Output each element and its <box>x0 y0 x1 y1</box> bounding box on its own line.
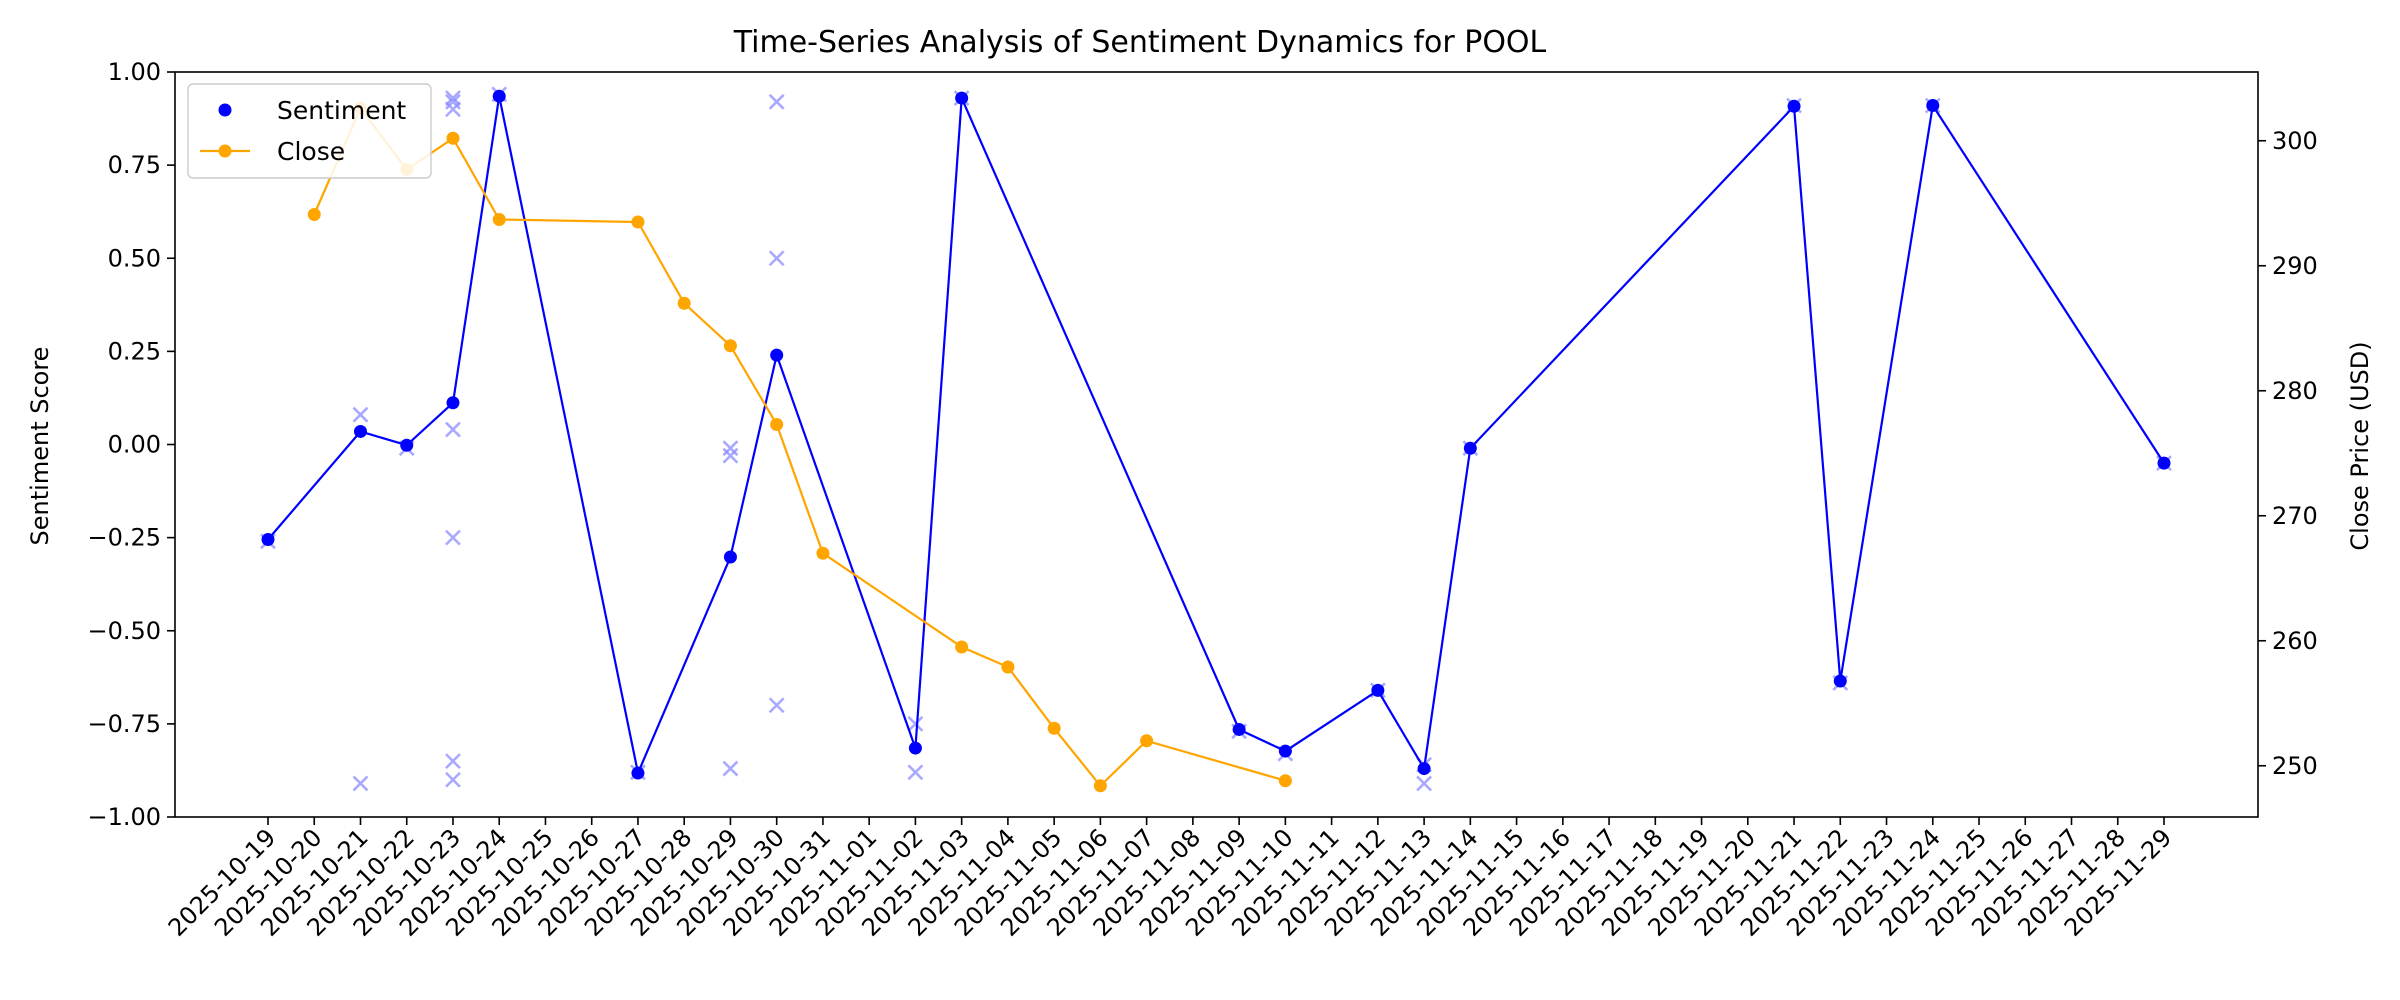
y-tick-label: −1.00 <box>87 803 161 831</box>
y-tick-label: 1.00 <box>108 58 161 86</box>
y-tick-label: −0.25 <box>87 524 161 552</box>
sentiment-point <box>1232 722 1246 736</box>
y2-tick-label: 290 <box>2272 252 2318 280</box>
sentiment-point <box>1833 674 1847 688</box>
raw-score-marker <box>907 764 924 781</box>
sentiment-point <box>2157 456 2171 470</box>
raw-score-marker <box>907 715 924 732</box>
sentiment-point <box>631 766 645 780</box>
sentiment-point <box>1417 762 1431 776</box>
close-point <box>955 640 969 654</box>
close-point <box>307 208 321 221</box>
y2-tick-label: 280 <box>2272 377 2318 405</box>
y-tick-label: −0.50 <box>87 617 161 645</box>
y-tick-label: −0.75 <box>87 710 161 738</box>
raw-score-marker <box>352 775 369 792</box>
sentiment-point <box>1371 683 1385 697</box>
sentiment-point <box>1926 99 1940 113</box>
close-point <box>1047 721 1061 735</box>
legend-marker-sentiment <box>218 103 232 117</box>
close-point <box>723 339 737 353</box>
close-point <box>1278 774 1292 788</box>
sentiment-point <box>955 91 969 105</box>
legend-label-close: Close <box>277 137 345 166</box>
raw-score-marker <box>768 697 785 714</box>
raw-score-marker <box>722 440 739 457</box>
sentiment-point <box>353 424 367 438</box>
y-tick-label: 0.75 <box>108 151 161 179</box>
close-point <box>492 213 506 226</box>
close-point <box>1093 779 1107 793</box>
raw-score-marker <box>768 250 785 267</box>
series-close <box>307 101 1292 793</box>
close-point <box>677 296 691 310</box>
raw-score-marker <box>445 93 461 110</box>
sentiment-point <box>908 741 922 755</box>
y-tick-label: 0.25 <box>108 337 161 365</box>
sentiment-point <box>723 550 737 564</box>
raw-score-marker <box>445 753 461 770</box>
sentiment-point <box>1463 441 1477 455</box>
axes-layer: 1.00 0.75 0.50 0.25 0.00 −0.25 −0.50 −0.75 −1.00… <box>87 58 2317 942</box>
raw-score-marker <box>1416 775 1433 792</box>
plot-layer <box>260 86 2172 793</box>
raw-score-marker <box>352 406 369 423</box>
y2-tick-label: 250 <box>2272 752 2318 780</box>
close-point <box>770 418 784 431</box>
sentiment-point <box>1278 744 1292 758</box>
y2-axis-label: Close Price (USD) <box>2346 341 2374 550</box>
legend: Sentiment Close <box>187 83 432 179</box>
y2-tick-label: 260 <box>2272 627 2318 655</box>
raw-score-marker <box>768 93 785 110</box>
raw-score-marker <box>445 90 461 106</box>
sentiment-point <box>446 396 460 410</box>
close-line <box>313 106 1286 788</box>
raw-score-marker <box>722 447 739 464</box>
sentiment-line <box>267 95 2165 777</box>
y-tick-label: 0.00 <box>108 431 161 459</box>
sentiment-point <box>492 89 506 103</box>
sentiment-point <box>261 532 275 546</box>
y-tick-label: 0.50 <box>108 244 161 272</box>
raw-score-marker <box>445 421 461 438</box>
raw-score-marker <box>445 101 461 118</box>
close-point <box>631 215 645 229</box>
raw-score-marker <box>722 760 739 777</box>
legend-marker-close <box>218 144 232 158</box>
plot-frame <box>174 71 2259 818</box>
series-sentiment <box>261 89 2171 780</box>
legend-frame <box>187 83 432 179</box>
sentiment-point <box>770 348 784 362</box>
close-point <box>1001 660 1015 674</box>
chart-title: Time-Series Analysis of Sentiment Dynami… <box>733 25 1547 60</box>
raw-score-marker <box>445 529 461 546</box>
legend-label-sentiment: Sentiment <box>277 96 406 125</box>
sentiment-point <box>400 438 414 452</box>
raw-score-markers <box>260 86 2172 792</box>
y-axis-label: Sentiment Score <box>26 347 54 546</box>
sentiment-point <box>1787 99 1801 113</box>
y2-tick-label: 270 <box>2272 502 2318 530</box>
close-point <box>446 131 460 145</box>
close-point <box>1140 734 1154 748</box>
y2-tick-label: 300 <box>2272 127 2318 155</box>
raw-score-marker <box>445 771 461 788</box>
close-point <box>816 546 830 560</box>
